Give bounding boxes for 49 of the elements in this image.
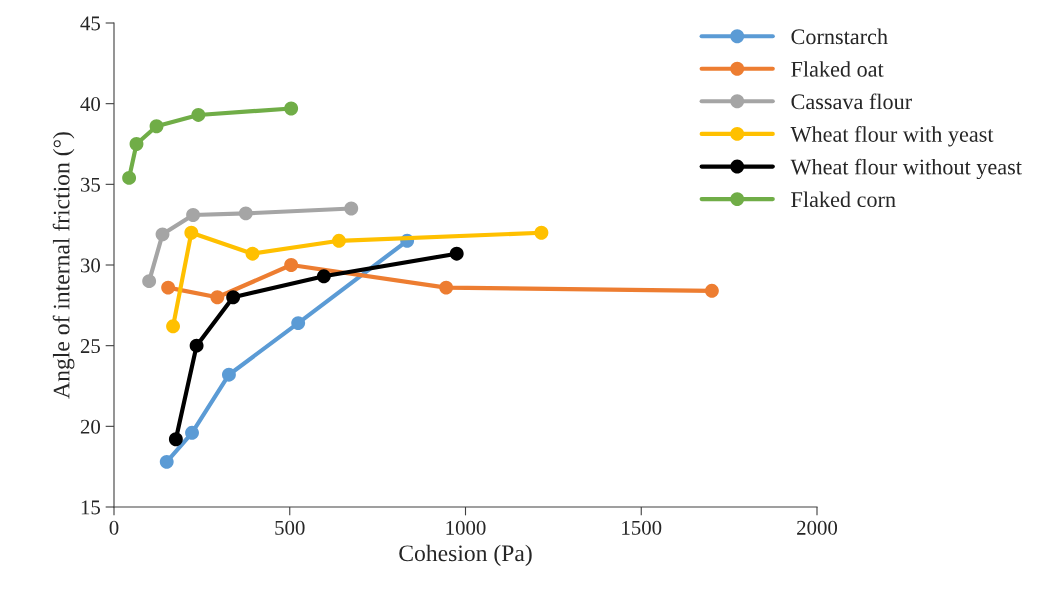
point [332,233,346,248]
point [222,367,236,382]
y-tick-label: 35 [80,177,100,192]
point [245,246,260,261]
y-axis-title: Angle of internal friction (°) [52,132,75,399]
point [166,319,180,334]
point [189,338,204,353]
point [284,101,299,116]
point [344,201,359,216]
x-tick-label: 0 [109,520,119,535]
legend-label: Flaked corn [791,191,896,208]
legend-label: Cornstarch [791,28,888,45]
point [316,269,331,284]
point [161,280,176,295]
point [704,283,719,298]
point [185,425,199,440]
x-tick-label: 2000 [797,520,838,535]
point [129,137,144,151]
point [184,225,199,240]
y-tick-label: 20 [80,419,101,434]
point [226,290,241,305]
x-tick-label: 1500 [622,520,662,535]
point [191,108,206,122]
x-tick-label: 500 [275,520,305,535]
point [210,290,225,305]
y-tick-label: 25 [80,339,100,354]
point [238,206,253,221]
point [284,258,299,272]
point [449,246,464,261]
y-tick-label: 45 [80,16,100,31]
point [291,316,306,331]
point [186,208,201,222]
x-axis-title: Cohesion (Pa) [399,544,532,567]
legend-label: Flaked oat [791,61,884,77]
point [149,119,164,134]
legend-label: Wheat flour with yeast [790,126,994,147]
point [168,432,183,447]
legend-label: Cassava flour [791,93,912,110]
point [159,454,174,469]
point [122,170,137,185]
point [155,227,170,242]
x-tick-label: 1000 [446,520,486,535]
y-tick-label: 15 [81,500,100,515]
point [142,274,157,289]
point [439,280,454,295]
y-tick-label: 30 [80,258,101,273]
legend-label: Wheat flour without yeast [790,158,1022,180]
y-tick-label: 40 [80,97,101,112]
point [534,225,549,240]
